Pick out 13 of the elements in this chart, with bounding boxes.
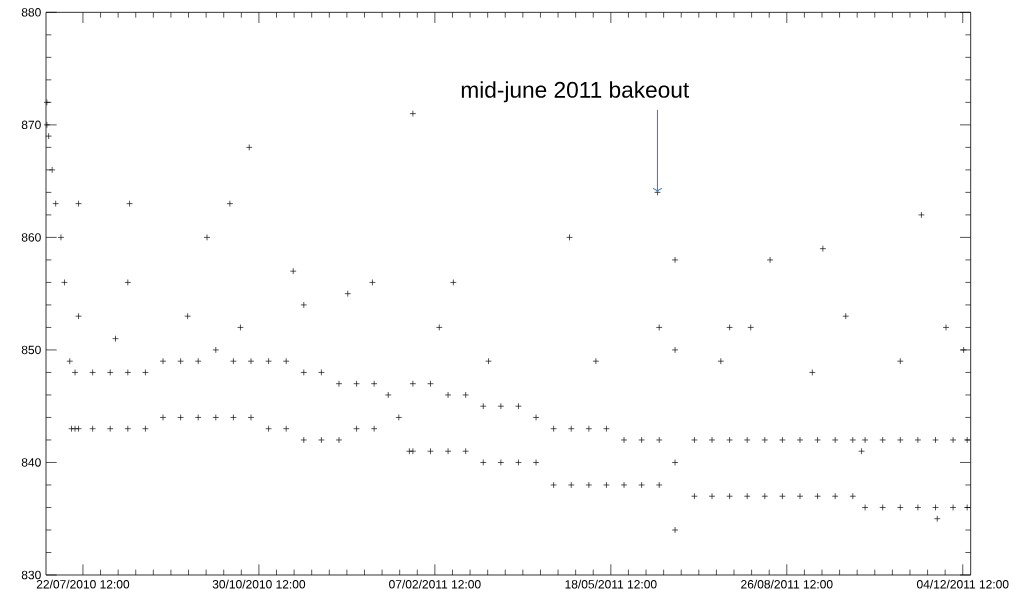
x-tick-label: 04/12/2011 12:00 [916,579,1009,589]
y-tick-label: 880 [21,8,41,17]
annotation: mid-june 2011 bakeout [461,81,690,103]
x-tick-label: 26/08/2011 12:00 [741,579,833,589]
y-tick-label: 860 [21,233,41,242]
y-tick-label: 840 [21,458,41,467]
x-tick-label: 18/05/2011 12:00 [565,579,657,589]
y-tick-label: 870 [21,120,41,130]
y-tick-label: 850 [21,345,41,355]
y-tick-label: 830 [21,570,41,580]
x-tick-label: 22/07/2010 12:00 [36,579,130,589]
x-tick-label: 30/10/2010 12:00 [212,579,306,589]
x-tick-label: 07/02/2011 12:00 [389,579,481,589]
